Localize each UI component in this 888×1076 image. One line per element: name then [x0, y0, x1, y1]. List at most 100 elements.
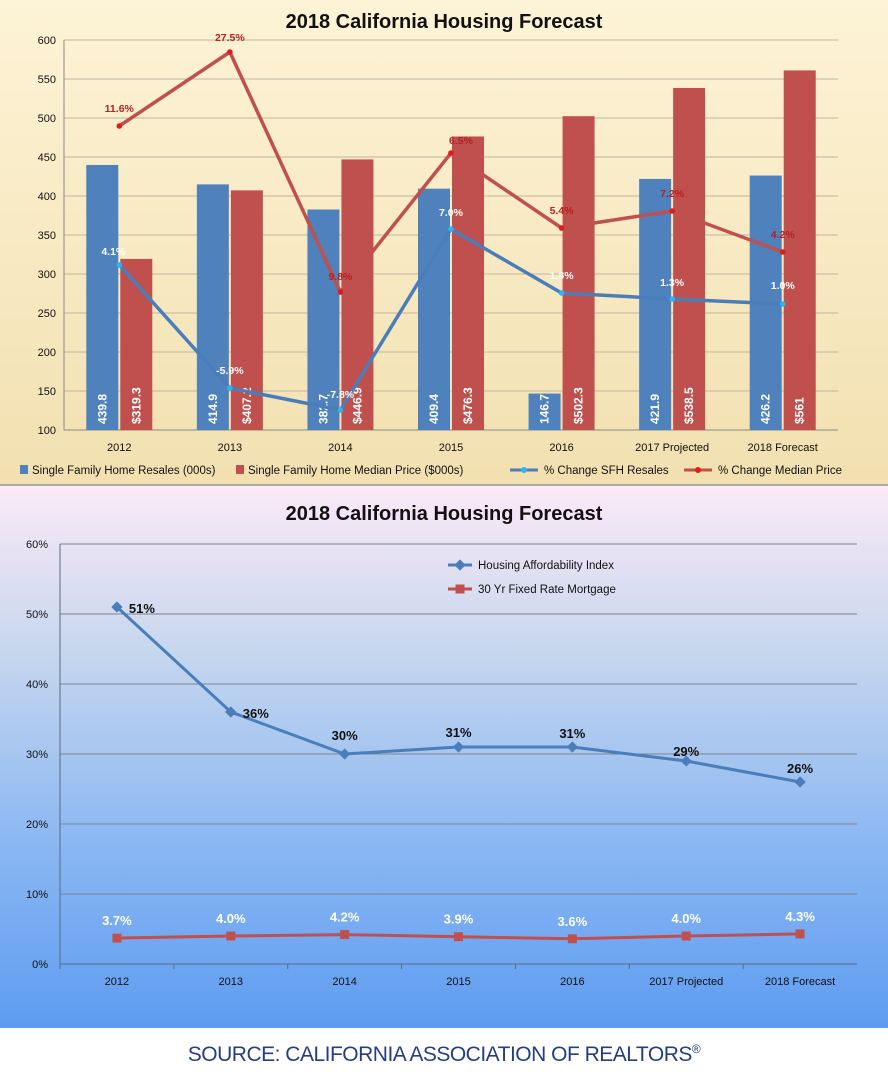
y-tick-label: 100 — [38, 425, 56, 437]
bar-data-label: $407.2 — [240, 387, 254, 424]
resales-bar — [307, 209, 340, 430]
source-caption: SOURCE: CALIFORNIA ASSOCIATION OF REALTO… — [0, 1028, 888, 1067]
legend-mortgage-label: 30 Yr Fixed Rate Mortgage — [478, 584, 616, 596]
price-change-data-label: 6.5% — [449, 135, 474, 147]
legend-median-price-swatch — [236, 465, 244, 474]
mortgage-marker — [226, 931, 236, 941]
affordability-marker — [338, 748, 351, 760]
x-tick-label: 2014 — [328, 442, 352, 454]
registered-mark: ® — [691, 1042, 701, 1056]
y-tick-label: 500 — [38, 113, 56, 125]
x-tick-label: 2017 Projected — [635, 442, 709, 454]
x-tick-label: 2015 — [446, 976, 470, 988]
resales-change-data-label: -7.8% — [327, 389, 355, 401]
legend-mortgage-marker — [455, 584, 465, 594]
bar-data-label: 426.2 — [759, 394, 773, 424]
chart-title: 2018 California Housing Forecast — [286, 503, 603, 525]
price-change-marker — [337, 289, 344, 295]
x-tick-label: 2014 — [332, 976, 356, 988]
legend-resales-change-label: % Change SFH Resales — [544, 465, 669, 477]
affordability-data-label: 36% — [243, 706, 269, 721]
bar-data-label: $476.3 — [461, 387, 475, 424]
chart-title: 2018 California Housing Forecast — [286, 11, 603, 33]
y-tick-label: 10% — [26, 889, 48, 901]
x-tick-label: 2013 — [218, 442, 242, 454]
y-tick-label: 20% — [26, 819, 48, 831]
y-tick-label: 350 — [38, 230, 56, 242]
y-tick-label: 50% — [26, 609, 48, 621]
x-tick-label: 2016 — [560, 976, 584, 988]
y-tick-label: 60% — [26, 539, 48, 551]
mortgage-marker — [681, 931, 691, 941]
resales-change-marker — [227, 385, 233, 391]
price-change-data-label: 9.8% — [328, 271, 353, 283]
mortgage-marker — [454, 932, 463, 942]
resales-change-marker — [337, 407, 344, 413]
price-change-data-label: 11.6% — [105, 103, 135, 115]
price-change-marker — [779, 249, 786, 255]
x-tick-label: 2017 Projected — [649, 976, 723, 988]
x-tick-label: 2018 Forecast — [765, 976, 835, 988]
legend-median-price-label: Single Family Home Median Price ($000s) — [248, 465, 464, 477]
resales-change-marker — [116, 262, 123, 268]
price-change-data-label: 5.4% — [550, 205, 575, 217]
legend-resales-swatch — [20, 465, 28, 474]
bar-data-label: $446.9 — [350, 387, 364, 424]
resales-change-data-label: 1.8% — [550, 270, 575, 282]
x-tick-label: 2012 — [107, 442, 131, 454]
resales-change-marker — [558, 290, 565, 296]
mortgage-data-label: 4.0% — [216, 911, 246, 926]
resales-change-data-label: 7.0% — [439, 207, 464, 219]
affordability-marker — [225, 706, 237, 718]
legend-resales-label: Single Family Home Resales (000s) — [32, 465, 216, 477]
affordability-chart-panel: 2018 California Housing Forecast 0% 10% 20… — [0, 486, 888, 1028]
price-change-marker — [669, 208, 675, 214]
affordability-marker — [680, 755, 692, 767]
resales-change-data-label: 4.1% — [101, 246, 126, 258]
x-tick-label: 2013 — [219, 976, 243, 988]
resales-bar — [196, 184, 229, 430]
price-change-marker — [116, 123, 123, 129]
resales-bar — [86, 164, 119, 430]
y-tick-label: 600 — [38, 35, 56, 47]
y-tick-label: 150 — [38, 386, 56, 398]
price-change-data-label: 7.2% — [660, 188, 685, 200]
y-tick-label: 30% — [26, 749, 48, 761]
bar-data-label: 439.8 — [95, 394, 109, 424]
mortgage-data-label: 4.2% — [330, 910, 360, 925]
mortgage-data-label: 3.6% — [558, 914, 588, 929]
median-price-bar — [673, 87, 706, 430]
bar-data-label: 146.7 — [538, 394, 552, 424]
y-tick-label: 300 — [38, 269, 56, 281]
median-price-bar — [783, 70, 816, 431]
affordability-data-label: 29% — [673, 744, 699, 759]
x-tick-label: 2015 — [439, 442, 463, 454]
median-price-bar — [562, 116, 595, 431]
resales-bar — [639, 178, 672, 430]
affordability-data-label: 31% — [559, 726, 585, 741]
x-tick-label: 2018 Forecast — [748, 442, 818, 454]
mortgage-data-label: 3.9% — [444, 912, 474, 927]
price-change-data-label: 4.2% — [771, 229, 796, 241]
bar-data-label: 421.9 — [648, 394, 662, 424]
legend-affordability-label: Housing Affordability Index — [478, 560, 614, 572]
affordability-data-label: 31% — [445, 725, 471, 740]
y-tick-label: 450 — [38, 152, 56, 164]
bar-data-label: $319.3 — [129, 387, 143, 424]
mortgage-marker — [567, 934, 577, 944]
median-price-bar — [452, 136, 484, 430]
resales-bar — [528, 393, 561, 430]
bar-data-label: 409.4 — [427, 394, 441, 424]
legend-affordability-marker — [454, 559, 466, 571]
y-tick-label: 40% — [26, 679, 48, 691]
resales-change-data-label: 1.3% — [660, 277, 685, 289]
mortgage-data-label: 4.3% — [785, 909, 815, 924]
resales-change-data-label: 1.0% — [771, 280, 796, 292]
resales-change-data-label: -5.9% — [216, 365, 244, 377]
legend-price-change-marker — [695, 467, 701, 473]
x-tick-label: 2012 — [105, 976, 129, 988]
affordability-marker — [452, 741, 465, 753]
price-change-marker — [558, 225, 565, 231]
affordability-marker — [794, 776, 806, 788]
bar-data-label: $502.3 — [572, 387, 586, 424]
